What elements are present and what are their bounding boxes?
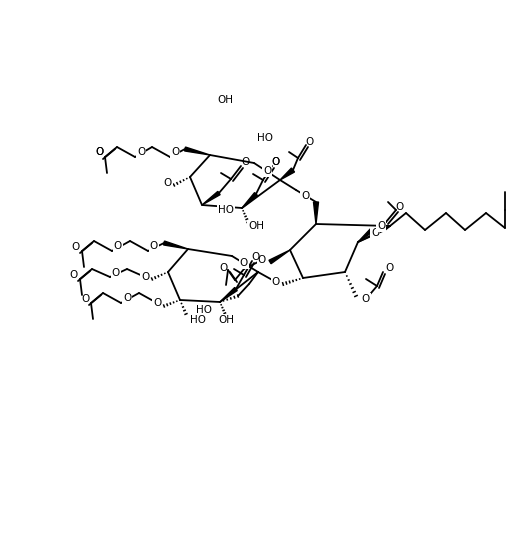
Text: OH: OH <box>248 221 264 231</box>
Text: OH: OH <box>218 315 234 325</box>
Polygon shape <box>164 241 188 249</box>
Polygon shape <box>269 250 290 263</box>
Text: O: O <box>150 241 158 251</box>
Text: O: O <box>377 221 385 231</box>
Text: O: O <box>240 258 248 268</box>
Text: O: O <box>258 255 266 265</box>
Polygon shape <box>280 168 295 180</box>
Text: O: O <box>220 263 228 273</box>
Text: O: O <box>112 268 120 278</box>
Text: O: O <box>95 147 103 157</box>
Text: O: O <box>396 202 404 212</box>
Text: O: O <box>371 228 379 238</box>
Polygon shape <box>242 193 257 208</box>
Text: O: O <box>81 294 89 304</box>
Polygon shape <box>220 287 237 302</box>
Text: OH: OH <box>217 95 233 105</box>
Text: O: O <box>95 147 103 157</box>
Text: O: O <box>272 277 280 287</box>
Text: O: O <box>141 272 149 282</box>
Text: HO: HO <box>196 305 212 315</box>
Text: HO: HO <box>190 315 206 325</box>
Text: O: O <box>385 263 393 273</box>
Text: O: O <box>70 270 78 280</box>
Text: O: O <box>251 252 259 262</box>
Text: O: O <box>137 147 145 157</box>
Text: O: O <box>362 294 370 304</box>
Polygon shape <box>202 192 220 205</box>
Text: O: O <box>263 166 271 176</box>
Text: O: O <box>271 157 279 167</box>
Text: O: O <box>123 293 131 303</box>
Polygon shape <box>185 147 210 155</box>
Text: O: O <box>306 137 314 147</box>
Text: O: O <box>171 147 179 157</box>
Text: O: O <box>114 241 122 251</box>
Text: O: O <box>164 178 172 188</box>
Text: O: O <box>271 157 279 167</box>
Text: O: O <box>153 298 161 308</box>
Text: O: O <box>301 191 309 201</box>
Text: O: O <box>72 242 80 252</box>
Polygon shape <box>358 228 373 242</box>
Text: O: O <box>241 157 249 167</box>
Polygon shape <box>313 202 319 224</box>
Text: HO: HO <box>257 133 273 143</box>
Text: HO: HO <box>218 205 234 215</box>
